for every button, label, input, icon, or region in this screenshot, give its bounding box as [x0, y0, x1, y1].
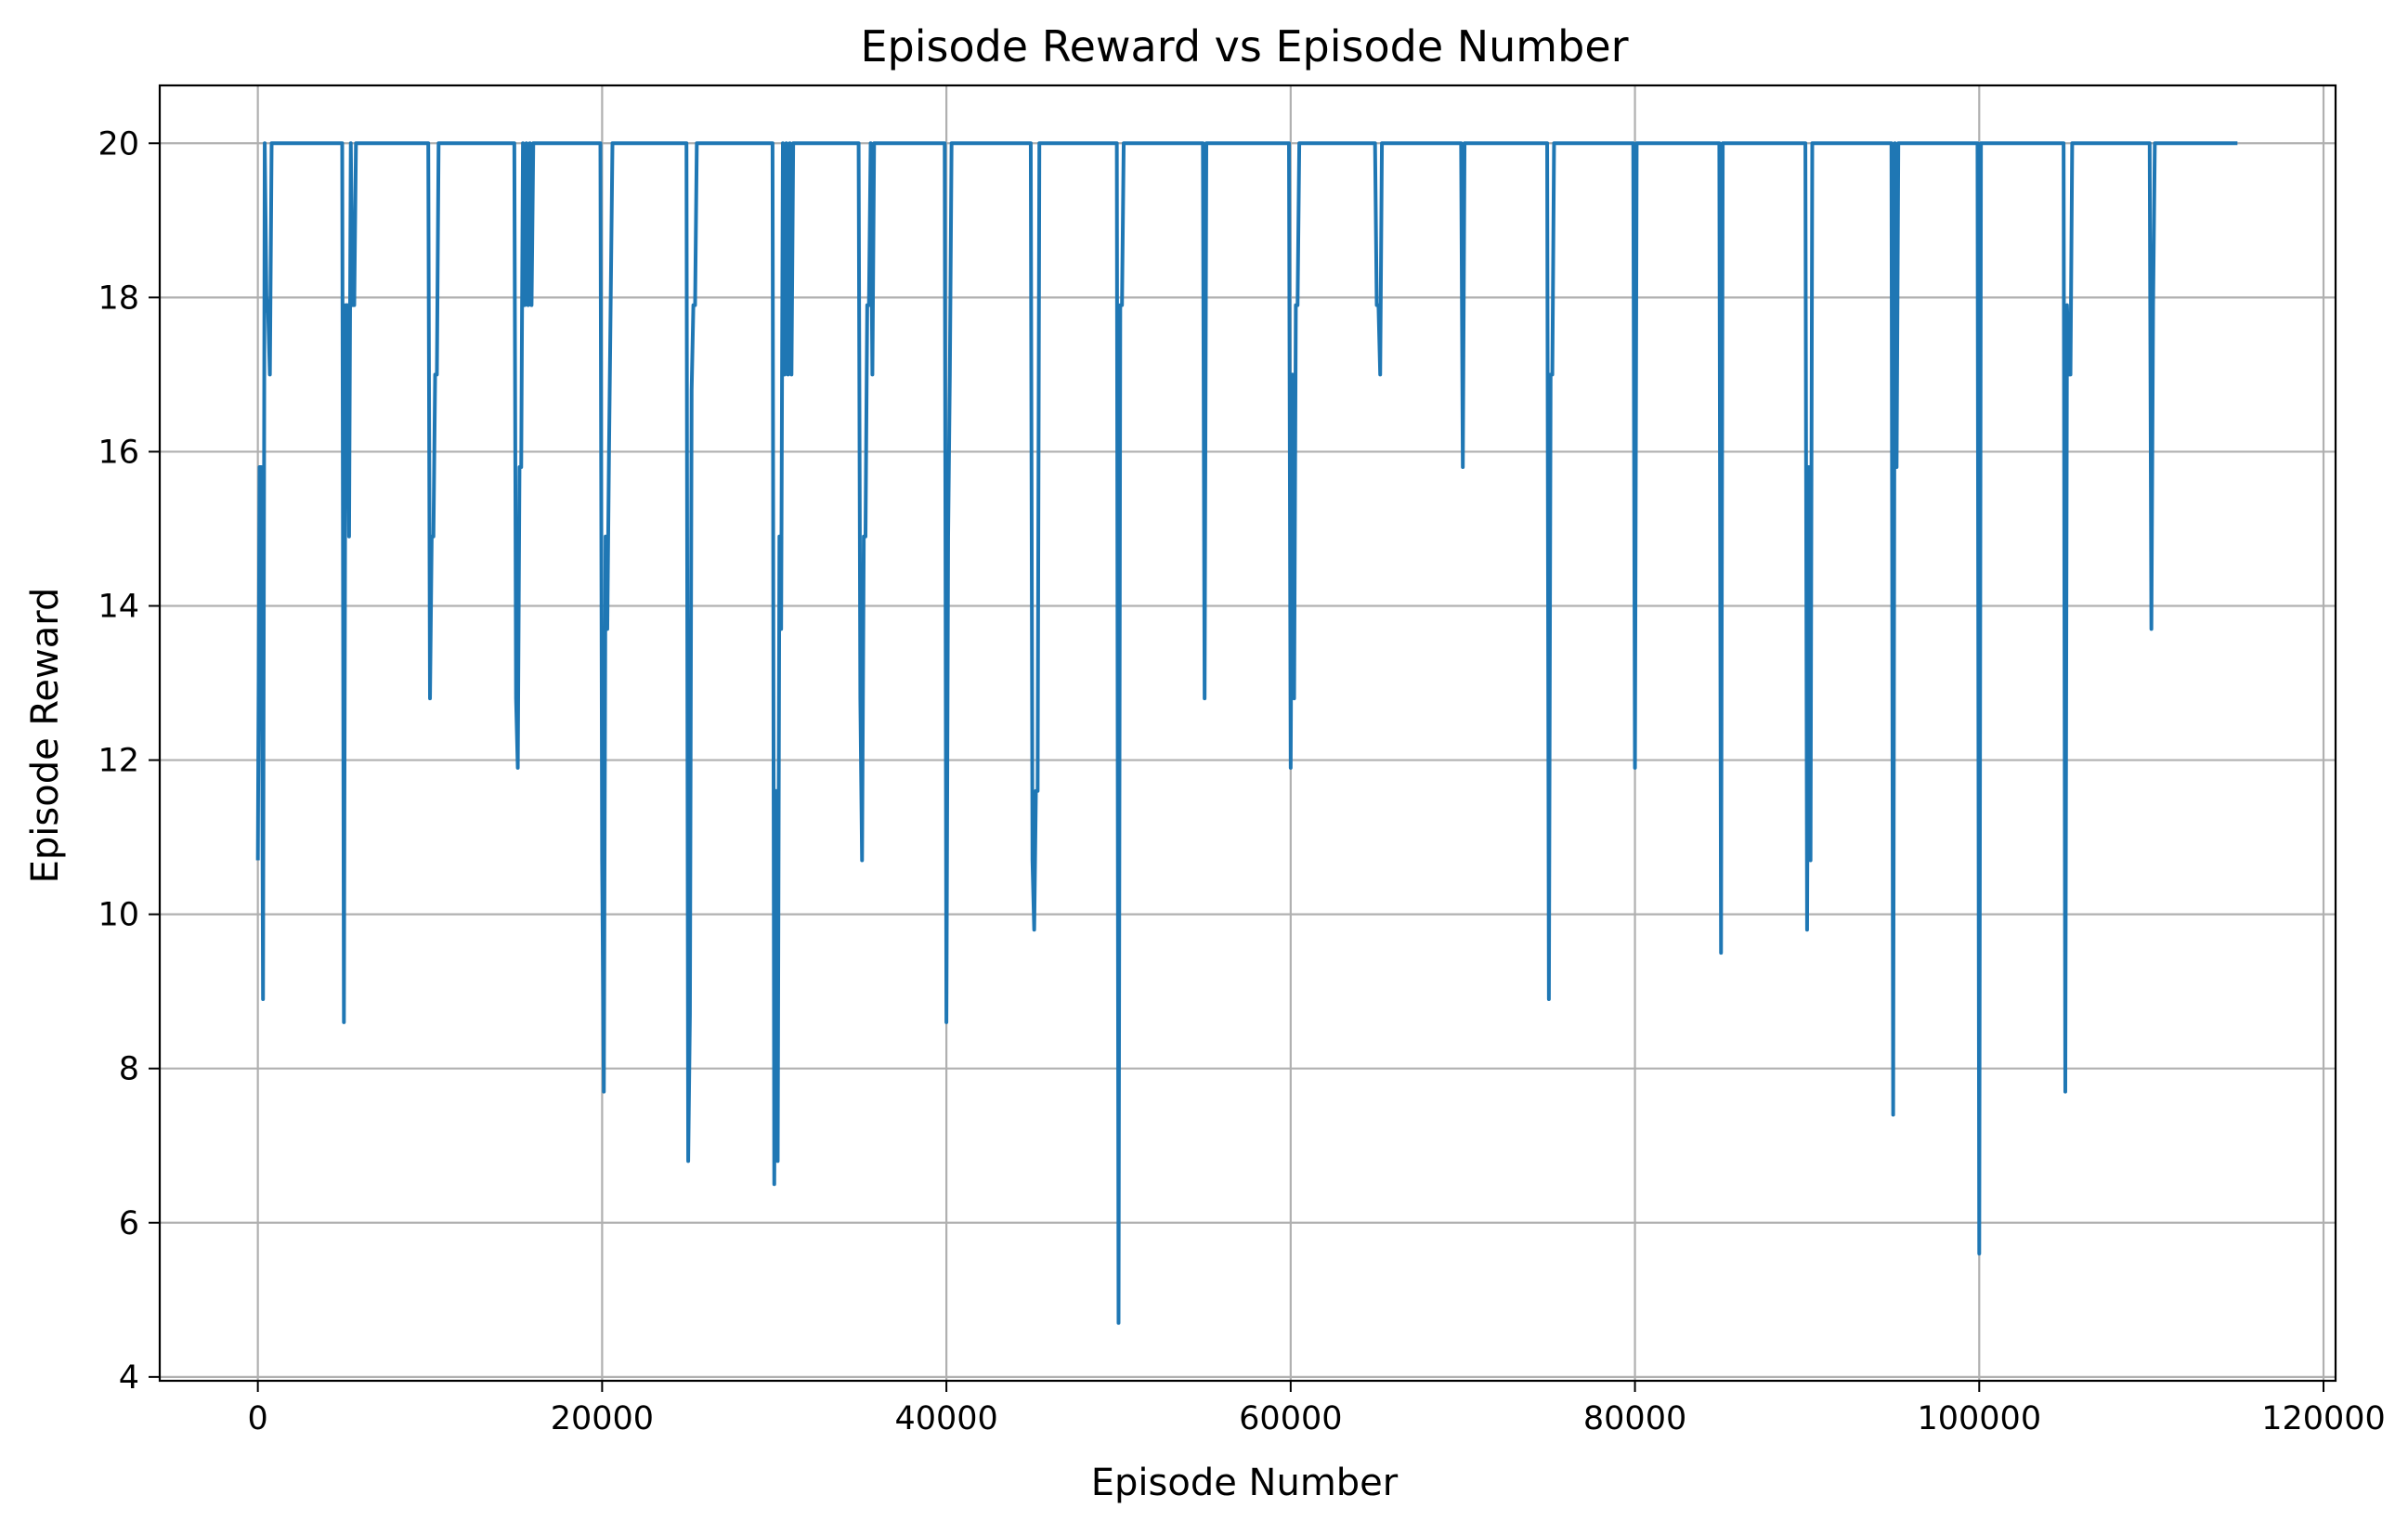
y-tick-label: 14	[98, 588, 139, 625]
x-tick-label: 120000	[2261, 1400, 2386, 1437]
y-axis-label: Episode Reward	[24, 588, 67, 884]
chart-title: Episode Reward vs Episode Number	[860, 21, 1628, 72]
x-tick-label: 40000	[894, 1400, 997, 1437]
y-tick-label: 16	[98, 434, 139, 471]
x-tick-label: 20000	[551, 1400, 654, 1437]
series-line	[255, 141, 2238, 1325]
x-tick-label: 100000	[1917, 1400, 2041, 1437]
y-tick-label: 4	[119, 1359, 139, 1397]
x-tick-label: 0	[248, 1400, 268, 1437]
x-axis-label: Episode Number	[1091, 1462, 1399, 1504]
axes-frame	[158, 84, 2337, 1383]
y-tick-label: 12	[98, 743, 139, 780]
x-tick-label: 60000	[1239, 1400, 1342, 1437]
x-tick-label: 80000	[1583, 1400, 1686, 1437]
y-tick-label: 18	[98, 280, 139, 317]
y-tick-label: 10	[98, 897, 139, 934]
series-layer	[255, 141, 2238, 1325]
y-tick-label: 8	[119, 1051, 139, 1088]
ticks: 0 20000 40000 60000 80000 100000 120000 4 6 8 10 12…	[98, 125, 2385, 1437]
y-tick-label: 20	[98, 125, 139, 162]
y-tick-label: 6	[119, 1205, 139, 1242]
